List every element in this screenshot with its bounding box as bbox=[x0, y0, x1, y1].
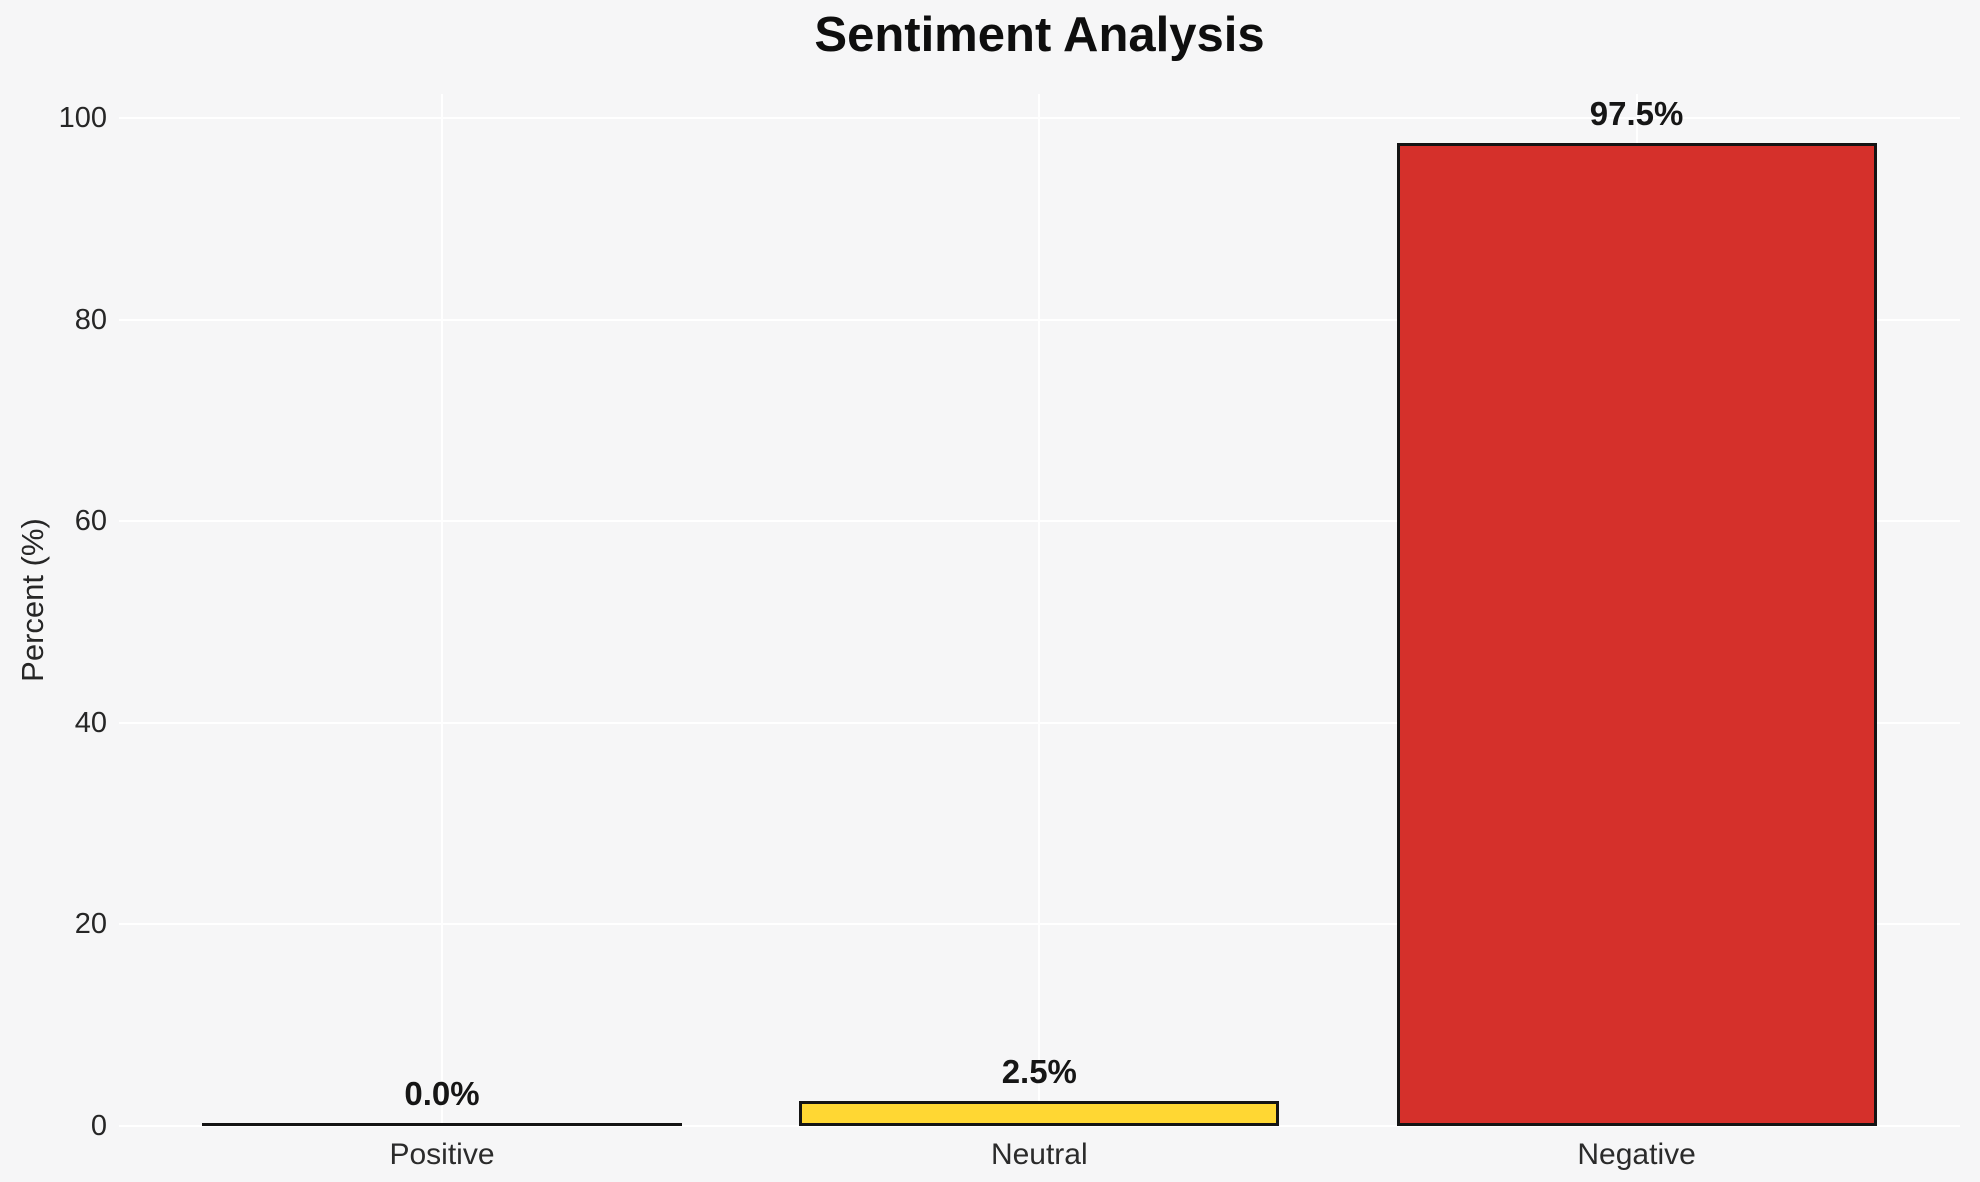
y-tick-label-80: 80 bbox=[74, 303, 107, 336]
y-tick-label-40: 40 bbox=[74, 706, 107, 739]
x-tick-label-positive: Positive bbox=[389, 1138, 495, 1171]
x-tick-label-neutral: Neutral bbox=[990, 1138, 1088, 1171]
y-tick-label-100: 100 bbox=[58, 102, 107, 134]
bar-positive bbox=[202, 1123, 682, 1126]
bar-negative bbox=[1396, 143, 1877, 1126]
v-gridline-positive bbox=[441, 94, 443, 1126]
y-axis-label: Percent (%) bbox=[15, 518, 50, 682]
bar-value-label-positive: 0.0% bbox=[404, 1075, 480, 1112]
bar-value-label-negative: 97.5% bbox=[1589, 95, 1684, 133]
x-tick-label-negative: Negative bbox=[1577, 1138, 1696, 1171]
bar-value-label-neutral: 2.5% bbox=[1001, 1052, 1077, 1090]
v-gridline-neutral bbox=[1038, 94, 1041, 1126]
h-gridline-0 bbox=[119, 1125, 1960, 1127]
y-tick-label-60: 60 bbox=[74, 505, 107, 538]
y-tick-label-0: 0 bbox=[90, 1110, 107, 1142]
chart-title: Sentiment Analysis bbox=[814, 8, 1265, 62]
y-tick-label-20: 20 bbox=[74, 908, 107, 941]
bar-neutral bbox=[799, 1100, 1280, 1126]
